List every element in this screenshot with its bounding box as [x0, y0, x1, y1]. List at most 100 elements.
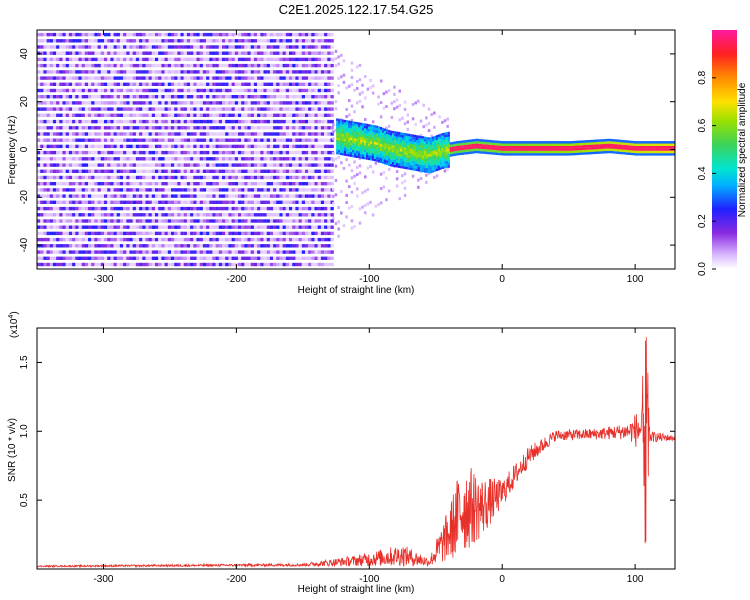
heatmap-cell	[56, 76, 60, 80]
heatmap-cell	[155, 138, 159, 142]
heatmap-cell	[116, 237, 120, 242]
heatmap-cell	[113, 88, 117, 93]
heatmap-cell	[225, 188, 229, 192]
heatmap-cell	[65, 163, 69, 167]
heatmap-cell	[411, 103, 415, 106]
heatmap-cell	[65, 32, 69, 37]
heatmap-cell	[263, 157, 267, 161]
heatmap-cell	[423, 139, 426, 142]
heatmap-cell	[222, 244, 226, 248]
heatmap-cell	[244, 76, 248, 80]
heatmap-cell	[78, 82, 82, 86]
heatmap-cell	[218, 231, 223, 236]
heatmap-cell	[145, 63, 149, 68]
heatmap-cell	[46, 45, 50, 49]
heatmap-cell	[327, 262, 331, 267]
heatmap-cell	[298, 45, 302, 49]
heatmap-cell	[225, 150, 229, 155]
heatmap-cell	[97, 150, 101, 155]
heatmap-cell	[358, 221, 362, 225]
heatmap-cell	[209, 231, 213, 236]
heatmap-cell	[132, 119, 136, 124]
heatmap-cell	[193, 244, 197, 248]
heatmap-cell	[113, 113, 117, 117]
heatmap-cell	[116, 82, 120, 86]
heatmap-cell	[455, 148, 458, 151]
heatmap-cell	[475, 145, 478, 149]
heatmap-cell	[110, 45, 114, 49]
heatmap-cell	[231, 169, 235, 173]
heatmap-cell	[107, 101, 111, 105]
heatmap-cell	[78, 107, 82, 111]
heatmap-cell	[289, 57, 293, 62]
heatmap-cell	[301, 144, 306, 149]
heatmap-cell	[135, 107, 140, 111]
heatmap-cell	[234, 169, 239, 173]
heatmap-cell	[104, 262, 108, 267]
heatmap-cell	[84, 262, 89, 267]
heatmap-cell	[202, 157, 207, 161]
heatmap-cell	[282, 119, 286, 124]
heatmap-cell	[145, 231, 149, 236]
heatmap-cell	[119, 231, 124, 236]
heatmap-cell	[292, 225, 296, 229]
heatmap-cell	[324, 188, 328, 192]
heatmap-cell	[377, 143, 381, 146]
heatmap-cell	[379, 187, 383, 191]
heatmap-cell	[295, 262, 299, 267]
heatmap-cell	[119, 76, 124, 80]
heatmap-cell	[75, 76, 79, 80]
heatmap-cell	[320, 57, 325, 62]
heatmap-cell	[37, 194, 41, 198]
heatmap-cell	[62, 250, 66, 254]
heatmap-cell	[186, 132, 191, 136]
heatmap-cell	[241, 101, 245, 105]
heatmap-cell	[364, 128, 367, 131]
heatmap-cell	[241, 76, 245, 80]
heatmap-cell	[196, 39, 200, 43]
heatmap-cell	[139, 138, 143, 142]
heatmap-cell	[37, 101, 41, 105]
heatmap-cell	[104, 182, 108, 186]
heatmap-cell	[250, 188, 254, 192]
heatmap-cell	[91, 231, 95, 236]
heatmap-cell	[206, 169, 210, 173]
heatmap-cell	[395, 150, 399, 154]
heatmap-cell	[209, 119, 213, 124]
heatmap-cell	[348, 127, 351, 131]
heatmap-cell	[285, 101, 290, 105]
heatmap-cell	[527, 153, 530, 156]
heatmap-cell	[234, 101, 239, 105]
heatmap-cell	[495, 147, 498, 151]
heatmap-cell	[46, 157, 50, 161]
heatmap-cell	[399, 137, 403, 140]
heatmap-cell	[305, 45, 309, 49]
heatmap-cell	[186, 57, 191, 62]
heatmap-cell	[389, 147, 393, 150]
heatmap-cell	[279, 126, 283, 130]
heatmap-cell	[383, 157, 387, 160]
heatmap-cell	[314, 213, 318, 217]
heatmap-cell	[129, 157, 133, 161]
heatmap-cell	[97, 82, 101, 86]
heatmap-cell	[171, 200, 175, 204]
heatmap-cell	[110, 82, 114, 86]
heatmap-cell	[91, 51, 95, 55]
heatmap-cell	[437, 146, 440, 149]
heatmap-cell	[155, 32, 159, 37]
heatmap-cell	[110, 119, 114, 124]
heatmap-cell	[142, 169, 146, 173]
heatmap-cell	[49, 237, 54, 242]
heatmap-cell	[308, 39, 312, 43]
heatmap-cell	[171, 225, 175, 229]
heatmap-cell	[330, 45, 334, 49]
heatmap-cell	[427, 107, 431, 111]
heatmap-cell	[190, 219, 194, 223]
heatmap-cell	[282, 244, 286, 248]
heatmap-cell	[467, 142, 470, 145]
heatmap-cell	[123, 188, 127, 192]
heatmap-cell	[370, 155, 373, 159]
heatmap-cell	[292, 237, 296, 242]
heatmap-cell	[305, 237, 309, 242]
heatmap-cell	[415, 135, 418, 138]
